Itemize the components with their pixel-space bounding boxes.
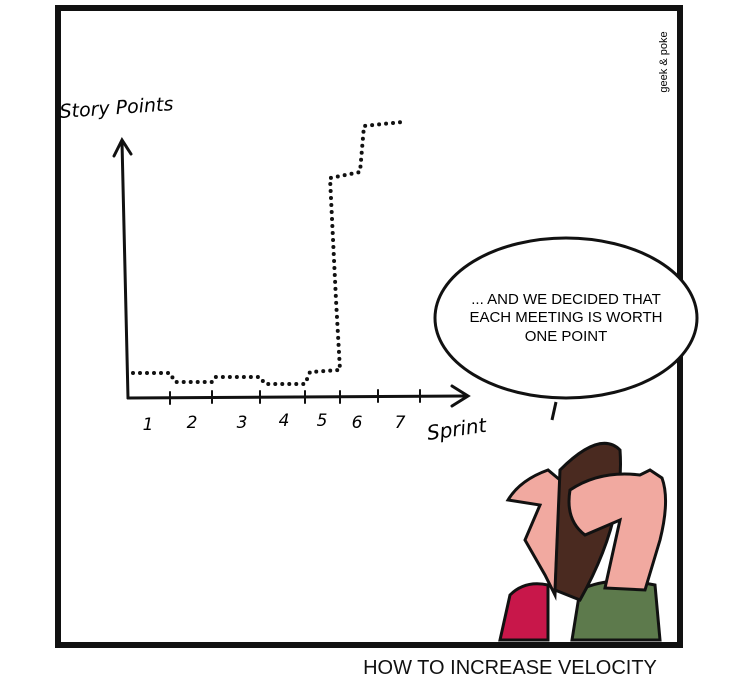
bubble-tail (550, 401, 558, 421)
y-axis (120, 140, 130, 400)
x-tick-label: 2 (187, 413, 198, 433)
speech-bubble (433, 236, 699, 400)
right-figure (567, 468, 667, 592)
x-arrow (450, 384, 471, 408)
x-tick-label: 6 (352, 413, 363, 433)
axes (112, 136, 471, 408)
left-head (505, 468, 562, 601)
bubble-text: ... AND WE DECIDED THAT (471, 291, 660, 308)
x-tick-label: 1 (143, 415, 154, 435)
x-tick-labels: 1 2 3 4 5 6 7 (143, 411, 406, 435)
x-tick-label: 4 (279, 411, 290, 431)
caption: HOW TO INCREASE VELOCITY (363, 657, 657, 679)
x-ticks (169, 389, 421, 405)
characters (498, 441, 667, 642)
credit: geek & poke (658, 31, 670, 92)
bubble-text: ONE POINT (525, 328, 608, 345)
x-tick-label: 3 (237, 413, 248, 433)
x-axis (126, 394, 468, 400)
velocity-line (131, 120, 404, 386)
x-tick-label: 7 (395, 413, 406, 433)
bubble-text: EACH MEETING IS WORTH (469, 309, 662, 326)
x-tick-label: 5 (317, 411, 328, 431)
red-shirt (498, 582, 550, 642)
y-arrow (112, 136, 133, 158)
